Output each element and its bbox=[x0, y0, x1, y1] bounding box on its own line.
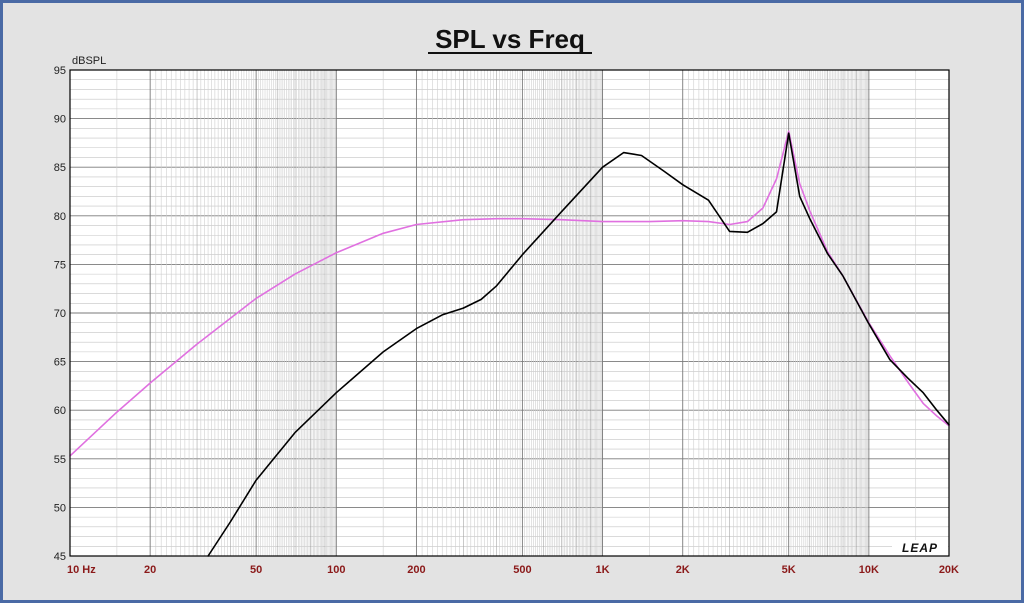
y-tick-label: 80 bbox=[54, 211, 66, 223]
x-tick-label: 500 bbox=[513, 564, 531, 576]
x-tick-label: 2K bbox=[676, 564, 690, 576]
x-tick-label: 100 bbox=[327, 564, 345, 576]
y-tick-label: 90 bbox=[54, 114, 66, 126]
y-axis-label: dBSPL bbox=[72, 55, 106, 67]
x-tick-labels: 10 Hz 20 50 100 200 500 1K 2K 5K 10K 20K bbox=[67, 564, 959, 576]
x-tick-label: 5K bbox=[782, 564, 796, 576]
y-tick-label: 75 bbox=[54, 259, 66, 271]
x-tick-label: 200 bbox=[407, 564, 425, 576]
x-tick-label: 20 bbox=[144, 564, 156, 576]
x-tick-label: 20K bbox=[939, 564, 959, 576]
y-tick-label: 70 bbox=[54, 308, 66, 320]
series-line-2 bbox=[207, 132, 950, 557]
leap-logo-box bbox=[892, 540, 948, 555]
x-tick-label: 10 Hz bbox=[67, 564, 96, 576]
y-tick-label: 55 bbox=[54, 454, 66, 466]
leap-logo: LEAP bbox=[902, 541, 938, 555]
y-tick-label: 85 bbox=[54, 162, 66, 174]
y-tick-label: 45 bbox=[54, 551, 66, 563]
x-tick-label: 1K bbox=[596, 564, 610, 576]
plot-border bbox=[69, 69, 950, 557]
grid bbox=[69, 69, 950, 557]
y-tick-label: 60 bbox=[54, 405, 66, 417]
series-layer bbox=[69, 130, 950, 557]
y-tick-label: 65 bbox=[54, 357, 66, 369]
y-tick-label: 50 bbox=[54, 502, 66, 514]
x-tick-label: 10K bbox=[859, 564, 879, 576]
y-tick-label: 95 bbox=[54, 65, 66, 77]
chart-title: SPL vs Freq bbox=[435, 24, 585, 54]
y-tick-labels: 95 90 85 80 75 70 65 60 55 50 45 bbox=[54, 65, 66, 563]
x-tick-label: 50 bbox=[250, 564, 262, 576]
